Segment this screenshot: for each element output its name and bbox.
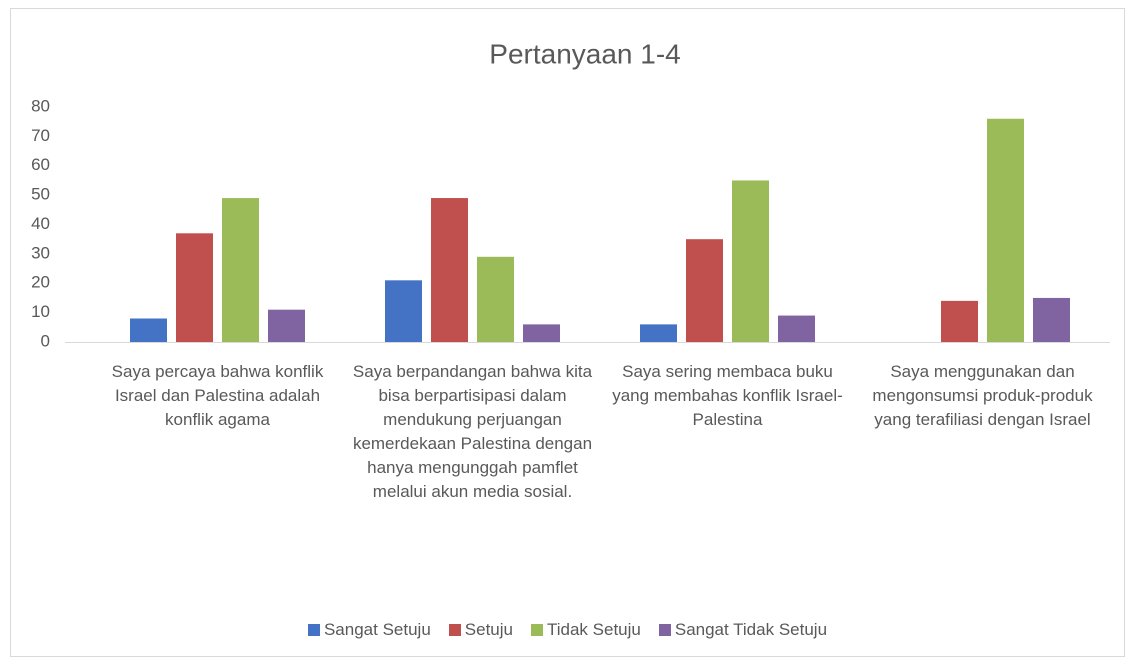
legend-item: Tidak Setuju xyxy=(530,620,641,640)
bar xyxy=(477,256,514,342)
bar xyxy=(431,198,468,342)
bar xyxy=(523,324,560,342)
bar xyxy=(640,324,677,342)
x-tick-label: Saya sering membaca buku yang membahas k… xyxy=(612,362,843,429)
legend-item: Sangat Tidak Setuju xyxy=(658,620,828,640)
chart-title: Pertanyaan 1-4 xyxy=(489,38,680,69)
legend-swatch xyxy=(530,624,543,636)
x-tick-label: Saya percaya bahwa konflik Israel dan Pa… xyxy=(111,362,324,429)
legend-label: Sangat Setuju xyxy=(323,620,431,639)
bar xyxy=(268,309,305,342)
legend-label: Setuju xyxy=(464,620,513,639)
legend-swatch xyxy=(307,624,320,636)
legend-item: Setuju xyxy=(448,620,513,640)
y-tick-label: 80 xyxy=(31,96,50,115)
bar xyxy=(686,239,723,342)
bar xyxy=(385,280,422,342)
y-tick-label: 30 xyxy=(31,243,50,262)
legend-label: Sangat Tidak Setuju xyxy=(674,620,828,639)
y-tick-label: 10 xyxy=(31,302,50,321)
y-tick-label: 40 xyxy=(31,214,50,233)
bar xyxy=(778,315,815,342)
bar xyxy=(987,118,1024,342)
legend-item: Sangat Setuju xyxy=(307,620,431,640)
y-tick-label: 20 xyxy=(31,273,50,292)
legend-swatch xyxy=(448,624,461,636)
bar xyxy=(130,318,167,342)
y-tick-label: 50 xyxy=(31,185,50,204)
x-tick-label: Saya berpandangan bahwa kita bisa berpar… xyxy=(352,362,593,501)
y-tick-label: 0 xyxy=(41,331,50,350)
bar xyxy=(732,180,769,342)
y-tick-label: 70 xyxy=(31,126,50,145)
legend: Sangat Setuju Setuju Tidak Setuju Sangat Ti… xyxy=(0,620,1135,640)
x-tick-label: Saya menggunakan dan mengonsumsi produk-… xyxy=(872,362,1093,429)
bar xyxy=(941,300,978,342)
bar xyxy=(1033,297,1070,342)
bar xyxy=(222,198,259,342)
y-tick-label: 60 xyxy=(31,155,50,174)
legend-swatch xyxy=(658,624,671,636)
bar xyxy=(176,233,213,342)
legend-label: Tidak Setuju xyxy=(546,620,641,639)
